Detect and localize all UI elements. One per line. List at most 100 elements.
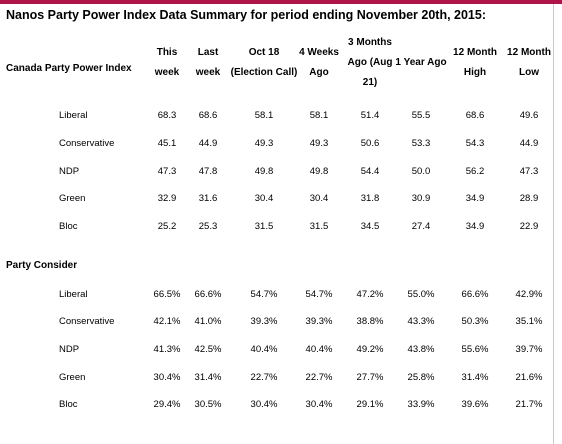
power-index-cell: 25.2 bbox=[157, 221, 177, 232]
party-consider-cell: 39.7% bbox=[515, 344, 543, 355]
power-index-cell: 53.3 bbox=[411, 138, 431, 149]
party-consider-cell: 54.7% bbox=[305, 289, 333, 300]
column-header-line: Ago bbox=[309, 67, 329, 78]
power-index-cell: 34.5 bbox=[360, 221, 380, 232]
party-consider-cell: 30.4% bbox=[305, 399, 333, 410]
party-consider-cell: 66.6% bbox=[194, 289, 222, 300]
power-index-cell: 22.9 bbox=[519, 221, 539, 232]
party-consider-cell: 40.4% bbox=[305, 344, 333, 355]
power-index-cell: 49.8 bbox=[309, 166, 329, 177]
power-index-cell: 54.3 bbox=[465, 138, 485, 149]
power-index-cell: 32.9 bbox=[157, 193, 177, 204]
power-index-cell: 27.4 bbox=[411, 221, 431, 232]
party-consider-cell: 39.3% bbox=[250, 316, 278, 327]
power-index-cell: 55.5 bbox=[411, 110, 431, 121]
party-consider-cell: 29.1% bbox=[356, 399, 384, 410]
power-index-cell: 47.3 bbox=[157, 166, 177, 177]
party-consider-cell: 31.4% bbox=[194, 372, 222, 383]
power-index-cell: 25.3 bbox=[198, 221, 218, 232]
party-consider-title: Party Consider bbox=[6, 260, 78, 271]
party-consider-cell: 50.3% bbox=[461, 316, 489, 327]
power-index-cell: 34.9 bbox=[465, 221, 485, 232]
column-header-line: 12 Month bbox=[507, 47, 551, 58]
power-index-row-label: Conservative bbox=[59, 138, 115, 149]
column-header-line: 3 Months bbox=[348, 37, 392, 48]
power-index-cell: 30.4 bbox=[254, 193, 274, 204]
column-header-line: week bbox=[154, 67, 180, 78]
column-header: 12 Month High bbox=[453, 43, 497, 83]
party-consider-cell: 47.2% bbox=[356, 289, 384, 300]
party-consider-cell: 55.6% bbox=[461, 344, 489, 355]
power-index-cell: 31.8 bbox=[360, 193, 380, 204]
column-header: This week bbox=[155, 43, 179, 83]
power-index-cell: 58.1 bbox=[309, 110, 329, 121]
column-header: 12 Month Low bbox=[507, 43, 551, 83]
party-consider-cell: 30.4% bbox=[153, 372, 181, 383]
party-consider-cell: 21.6% bbox=[515, 372, 543, 383]
party-consider-cell: 27.7% bbox=[356, 372, 384, 383]
column-header: 3 Months Ago (Aug 21) bbox=[348, 33, 393, 93]
power-index-header: Canada Party Power Index bbox=[6, 63, 132, 74]
power-index-cell: 58.1 bbox=[254, 110, 274, 121]
column-header-line: (Election Call) bbox=[230, 67, 298, 78]
power-index-cell: 49.3 bbox=[254, 138, 274, 149]
power-index-row-label: Liberal bbox=[59, 110, 88, 121]
party-consider-cell: 22.7% bbox=[250, 372, 278, 383]
party-consider-cell: 54.7% bbox=[250, 289, 278, 300]
page-title: Nanos Party Power Index Data Summary for… bbox=[6, 8, 486, 22]
party-consider-cell: 42.5% bbox=[194, 344, 222, 355]
party-consider-cell: 42.9% bbox=[515, 289, 543, 300]
power-index-cell: 50.0 bbox=[411, 166, 431, 177]
top-accent-bar bbox=[0, 0, 562, 4]
party-consider-cell: 30.5% bbox=[194, 399, 222, 410]
column-header-line: Ago (Aug bbox=[347, 57, 393, 68]
party-consider-cell: 30.4% bbox=[250, 399, 278, 410]
power-index-cell: 45.1 bbox=[157, 138, 177, 149]
column-header-line: 12 Month bbox=[453, 47, 497, 58]
party-consider-cell: 22.7% bbox=[305, 372, 333, 383]
power-index-cell: 50.6 bbox=[360, 138, 380, 149]
party-consider-cell: 49.2% bbox=[356, 344, 384, 355]
party-consider-cell: 42.1% bbox=[153, 316, 181, 327]
party-consider-cell: 39.3% bbox=[305, 316, 333, 327]
column-header: Oct 18 (Election Call) bbox=[231, 43, 298, 83]
power-index-cell: 31.5 bbox=[309, 221, 329, 232]
power-index-cell: 68.6 bbox=[465, 110, 485, 121]
power-index-cell: 44.9 bbox=[519, 138, 539, 149]
power-index-cell: 31.6 bbox=[198, 193, 218, 204]
party-consider-cell: 38.8% bbox=[356, 316, 384, 327]
table-frame bbox=[0, 4, 554, 444]
power-index-cell: 54.4 bbox=[360, 166, 380, 177]
column-header-line: This bbox=[156, 47, 178, 58]
party-consider-row-label: Green bbox=[59, 372, 86, 383]
party-consider-cell: 21.7% bbox=[515, 399, 543, 410]
party-consider-cell: 25.8% bbox=[407, 372, 435, 383]
power-index-row-label: NDP bbox=[59, 166, 80, 177]
power-index-cell: 30.9 bbox=[411, 193, 431, 204]
party-consider-cell: 66.5% bbox=[153, 289, 181, 300]
power-index-row-label: Green bbox=[59, 193, 86, 204]
party-consider-cell: 40.4% bbox=[250, 344, 278, 355]
party-consider-row-label: Bloc bbox=[59, 399, 78, 410]
column-header: 1 Year Ago bbox=[395, 53, 446, 73]
party-consider-cell: 66.6% bbox=[461, 289, 489, 300]
party-consider-cell: 35.1% bbox=[515, 316, 543, 327]
column-header-line: 21) bbox=[362, 77, 378, 88]
party-consider-row-label: Conservative bbox=[59, 316, 115, 327]
party-consider-cell: 55.0% bbox=[407, 289, 435, 300]
party-consider-cell: 41.3% bbox=[153, 344, 181, 355]
power-index-cell: 31.5 bbox=[254, 221, 274, 232]
power-index-cell: 47.3 bbox=[519, 166, 539, 177]
power-index-cell: 68.6 bbox=[198, 110, 218, 121]
party-consider-row-label: Liberal bbox=[59, 289, 88, 300]
column-header-line: Last bbox=[197, 47, 219, 58]
power-index-cell: 30.4 bbox=[309, 193, 329, 204]
power-index-cell: 56.2 bbox=[465, 166, 485, 177]
party-consider-cell: 31.4% bbox=[461, 372, 489, 383]
power-index-cell: 49.6 bbox=[519, 110, 539, 121]
column-header: 4 Weeks Ago bbox=[299, 43, 339, 83]
power-index-cell: 68.3 bbox=[157, 110, 177, 121]
power-index-cell: 47.8 bbox=[198, 166, 218, 177]
column-header-line: High bbox=[463, 67, 487, 78]
party-consider-cell: 43.8% bbox=[407, 344, 435, 355]
